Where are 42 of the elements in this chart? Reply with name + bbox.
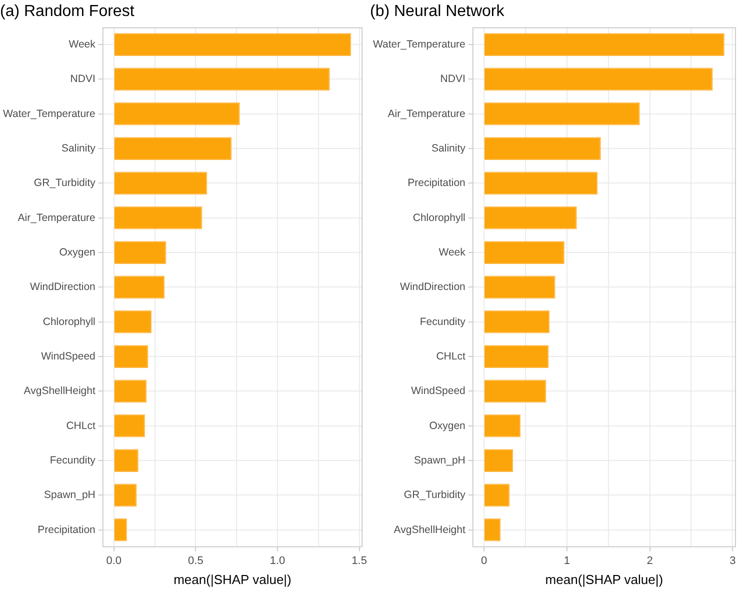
y-tick-label: WindSpeed: [41, 350, 96, 362]
x-tick-label: 3: [730, 554, 736, 567]
y-tick-label: CHLct: [66, 420, 96, 432]
y-tick-label: Salinity: [432, 142, 466, 154]
y-tick-label: Chlorophyll: [412, 212, 466, 224]
x-tick-label: 0.0: [106, 554, 122, 567]
y-tick-label: Week: [68, 38, 96, 50]
x-tick-label: 0.5: [188, 554, 204, 567]
x-tick-label: 2: [646, 554, 653, 567]
x-tick-label: 0: [480, 554, 488, 567]
y-tick-label: GR_Turbidity: [34, 177, 96, 190]
y-tick-label: Oxygen: [429, 420, 466, 432]
y-tick-label: Air_Temperature: [388, 108, 466, 120]
y-tick-label: Spawn_pH: [44, 489, 96, 502]
y-tick-label: Water_Temperature: [372, 38, 466, 50]
y-tick-label: Precipitation: [38, 524, 96, 536]
y-tick-label: NDVI: [440, 73, 466, 86]
y-tick-label: Week: [438, 246, 466, 258]
y-tick-label: Chlorophyll: [42, 316, 96, 328]
y-tick-label: Air_Temperature: [18, 212, 96, 224]
y-tick-label: AvgShellHeight: [394, 524, 466, 536]
y-tick-label: CHLct: [436, 350, 466, 362]
y-tick-label: Precipitation: [408, 177, 466, 190]
y-tick-label: AvgShellHeight: [24, 385, 96, 398]
x-tick-label: 1.5: [352, 554, 367, 567]
y-tick-label: Fecundity: [50, 454, 96, 466]
y-tick-label: Water_Temperature: [2, 108, 96, 120]
x-tick-label: 1.0: [270, 554, 286, 567]
y-tick-label: Salinity: [62, 142, 96, 154]
y-tick-label: WindDirection: [400, 281, 466, 294]
x-axis-title: mean(|SHAP value|): [545, 572, 664, 587]
y-tick-label: WindSpeed: [411, 385, 466, 398]
y-tick-label: Oxygen: [59, 246, 96, 258]
y-tick-label: Spawn_pH: [414, 454, 466, 466]
chart-title: (a) Random Forest: [0, 3, 135, 20]
y-tick-label: Fecundity: [420, 316, 466, 328]
x-axis-title: mean(|SHAP value|): [174, 572, 292, 587]
chart-title: (b) Neural Network: [370, 3, 506, 20]
y-tick-label: GR_Turbidity: [404, 489, 466, 502]
x-tick-label: 1: [564, 554, 570, 567]
y-tick-label: NDVI: [70, 73, 96, 86]
y-tick-label: WindDirection: [30, 281, 96, 294]
